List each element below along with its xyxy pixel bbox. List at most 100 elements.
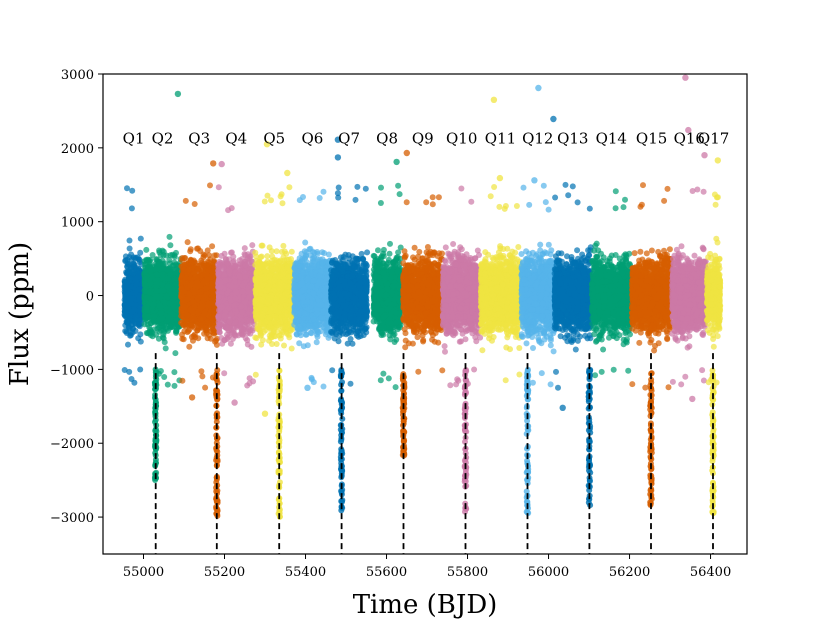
data-point <box>160 331 167 338</box>
data-point <box>241 245 248 252</box>
data-point <box>217 283 224 290</box>
data-point <box>204 335 211 342</box>
data-point <box>132 328 139 334</box>
data-point <box>158 310 165 317</box>
data-point <box>155 335 162 342</box>
data-point <box>199 373 206 380</box>
data-point <box>142 275 149 282</box>
data-point <box>197 315 204 322</box>
data-point <box>161 339 168 346</box>
data-point <box>218 252 225 259</box>
data-point <box>168 311 175 318</box>
data-point <box>163 326 170 332</box>
data-point <box>173 328 179 335</box>
data-point <box>184 239 191 246</box>
data-point <box>124 281 131 288</box>
data-point <box>135 335 142 342</box>
data-point <box>231 278 238 285</box>
data-point <box>207 182 213 189</box>
data-point <box>226 267 233 274</box>
data-point <box>141 321 148 328</box>
data-point <box>220 264 227 271</box>
data-point <box>180 336 187 343</box>
data-point <box>238 303 245 310</box>
data-point <box>125 341 131 348</box>
data-point <box>240 288 247 295</box>
data-point <box>230 292 236 299</box>
quarter-series-q5 <box>252 184 297 378</box>
data-point <box>179 377 186 384</box>
data-point <box>258 242 265 249</box>
data-point <box>221 272 228 279</box>
data-point <box>154 277 161 283</box>
data-point <box>137 235 144 242</box>
data-point <box>248 343 255 350</box>
data-point <box>141 258 148 265</box>
data-point <box>150 301 157 308</box>
data-point <box>186 343 193 350</box>
data-point <box>215 184 222 191</box>
data-point <box>137 366 144 373</box>
data-point <box>126 237 133 244</box>
data-point <box>219 304 226 310</box>
data-point <box>167 242 174 249</box>
data-point <box>194 327 201 334</box>
data-point <box>209 268 216 275</box>
data-point <box>147 280 153 287</box>
data-point <box>209 315 216 322</box>
data-point <box>209 243 216 250</box>
data-point <box>230 329 237 336</box>
data-point <box>166 257 173 263</box>
data-point <box>171 291 178 298</box>
data-point <box>226 318 233 325</box>
data-point <box>203 285 210 292</box>
data-point <box>142 264 149 271</box>
data-point <box>171 382 178 389</box>
data-point <box>123 328 130 335</box>
data-point <box>126 275 132 282</box>
data-point <box>192 273 199 279</box>
data-point <box>215 313 222 320</box>
data-point <box>237 312 244 319</box>
data-points-layer <box>121 74 724 520</box>
data-point <box>127 313 133 320</box>
data-point <box>212 338 218 345</box>
data-point <box>204 275 211 282</box>
data-point <box>164 381 171 388</box>
data-point <box>249 242 256 249</box>
quarter-series-q3 <box>178 182 221 391</box>
data-point <box>122 253 129 260</box>
data-point <box>200 297 207 303</box>
data-point <box>203 329 210 336</box>
data-point <box>231 302 238 309</box>
data-point <box>181 266 187 273</box>
data-point <box>221 370 228 377</box>
data-point <box>182 255 189 261</box>
data-point <box>129 187 136 194</box>
data-point <box>143 246 150 253</box>
data-point <box>152 266 159 273</box>
data-point <box>136 286 143 293</box>
data-point <box>124 185 130 192</box>
data-point <box>216 325 223 332</box>
data-point <box>132 313 139 320</box>
data-point <box>164 275 171 282</box>
data-point <box>188 259 195 266</box>
data-point <box>242 262 249 269</box>
data-point <box>149 317 156 324</box>
data-point <box>162 345 169 352</box>
data-point <box>159 315 166 322</box>
data-point <box>126 245 133 252</box>
data-point <box>170 266 177 273</box>
data-point <box>125 291 132 298</box>
data-point <box>194 279 201 286</box>
data-point <box>172 350 179 357</box>
plot-area <box>121 74 724 554</box>
data-point <box>195 265 202 272</box>
data-point <box>187 248 194 255</box>
data-point <box>221 337 228 343</box>
data-point <box>124 318 131 325</box>
data-point <box>201 324 208 331</box>
data-point <box>121 311 128 318</box>
